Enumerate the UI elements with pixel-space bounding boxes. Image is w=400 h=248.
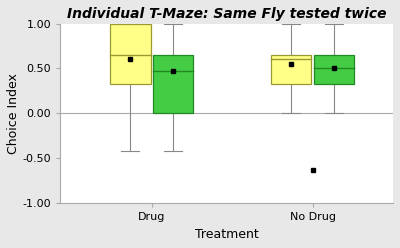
FancyBboxPatch shape xyxy=(314,55,354,84)
Title: Individual T-Maze: Same Fly tested twice: Individual T-Maze: Same Fly tested twice xyxy=(67,7,386,21)
Y-axis label: Choice Index: Choice Index xyxy=(7,73,20,154)
X-axis label: Treatment: Treatment xyxy=(195,228,258,241)
FancyBboxPatch shape xyxy=(271,55,312,84)
FancyBboxPatch shape xyxy=(153,55,194,114)
FancyBboxPatch shape xyxy=(110,24,150,84)
